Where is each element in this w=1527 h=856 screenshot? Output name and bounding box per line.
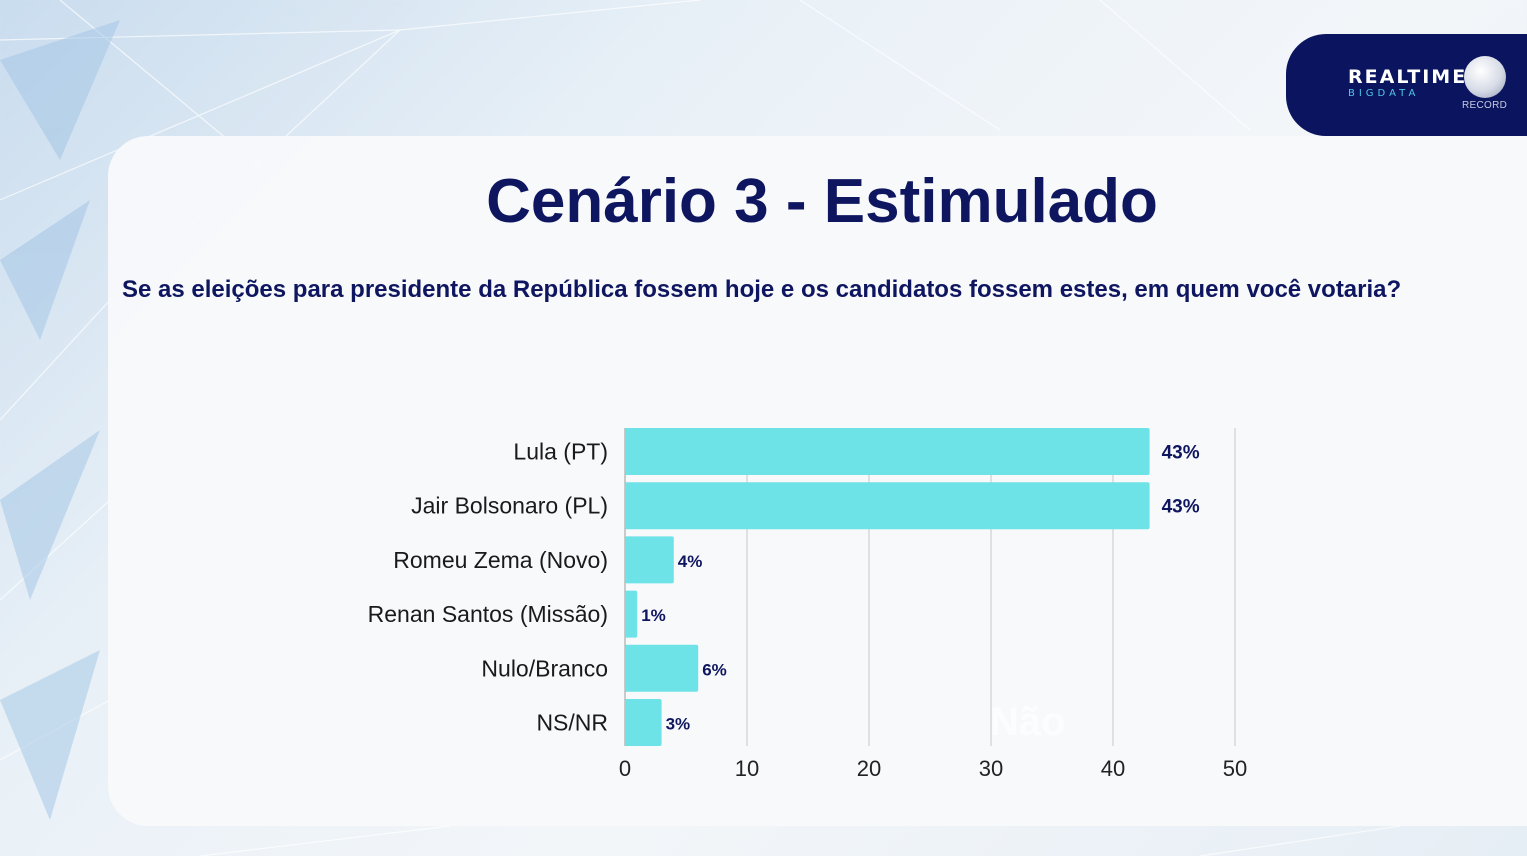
bar <box>625 644 699 692</box>
x-tick-label: 50 <box>1223 756 1247 781</box>
bar <box>625 590 638 638</box>
x-tick-label: 10 <box>735 756 759 781</box>
category-label: Lula (PT) <box>513 439 608 465</box>
record-label: RECORD <box>1462 100 1508 111</box>
brand-subtitle: BIGDATA <box>1348 88 1420 99</box>
x-tick-label: 20 <box>857 756 881 781</box>
data-label: 3% <box>666 715 691 734</box>
data-label: 6% <box>702 660 727 679</box>
record-logo-icon <box>1464 56 1506 98</box>
data-label: 1% <box>641 606 666 625</box>
survey-question: Se as eleições para presidente da Repúbl… <box>122 276 1402 303</box>
category-label: NS/NR <box>536 710 608 736</box>
x-tick-label: 0 <box>619 756 631 781</box>
x-tick-label: 40 <box>1101 756 1125 781</box>
bar <box>625 699 662 746</box>
bar <box>625 428 1150 475</box>
category-label: Nulo/Branco <box>481 655 608 681</box>
data-label: 4% <box>678 552 703 571</box>
bar <box>625 482 1150 530</box>
category-label: Jair Bolsonaro (PL) <box>411 493 608 519</box>
brand-name: REALTIME <box>1348 66 1468 88</box>
faint-watermark-text: Não <box>990 700 1066 744</box>
category-label: Renan Santos (Missão) <box>368 601 608 627</box>
category-label: Romeu Zema (Novo) <box>393 547 608 573</box>
bar <box>625 536 674 584</box>
brand-badge: REALTIME BIGDATA RECORD <box>1286 34 1527 136</box>
data-label: 43% <box>1162 443 1200 464</box>
content-card <box>108 136 1527 826</box>
data-label: 43% <box>1162 497 1200 518</box>
page-title: Cenário 3 - Estimulado <box>486 167 1158 236</box>
x-tick-label: 30 <box>979 756 1003 781</box>
